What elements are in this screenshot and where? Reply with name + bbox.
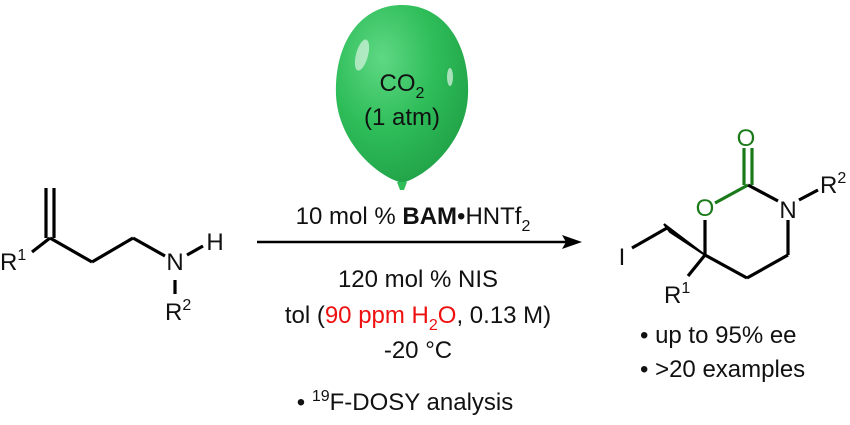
product-nitrogen-label: N [779,197,796,224]
co2-balloon: CO2 (1 atm) [335,5,469,190]
examples-result: • >20 examples [640,356,805,383]
ring-oxygen-label: O [696,195,715,222]
sm-hydrogen-label: H [206,229,223,256]
carbonyl-oxygen-label: O [737,125,756,152]
iodine-label: I [619,244,626,271]
ee-result: • up to 95% ee [640,322,797,349]
starting-material: R1 N H R2 [0,188,224,326]
sm-r2-label: R2 [165,297,191,326]
product-r2-label: R2 [820,170,846,199]
wedge-bond [663,223,706,256]
sm-nitrogen-label: N [166,249,183,276]
product: O O N R2 I R1 [619,125,847,309]
product-r1-label: R1 [664,280,690,309]
analysis-label: • 19F-DOSY analysis [297,388,513,416]
balloon-co2-label: CO2 [380,70,425,102]
reagent-label: 120 mol % NIS [338,266,498,293]
solvent-label: tol (90 ppm H2O, 0.13 M) [285,302,551,334]
reaction-arrow [257,235,582,249]
sm-r1-label: R1 [0,247,26,276]
temperature-label: -20 °C [384,337,452,364]
catalyst-label: 10 mol % BAM•HNTf2 [296,203,531,235]
balloon-pressure-label: (1 atm) [364,104,440,131]
